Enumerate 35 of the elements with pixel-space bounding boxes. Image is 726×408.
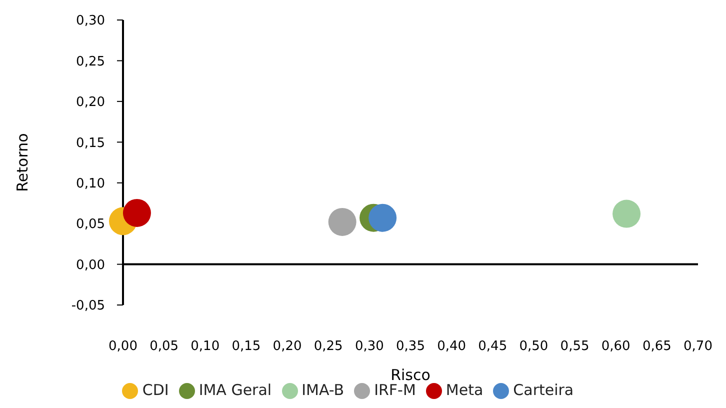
y-tick-label: 0,05 (76, 217, 105, 232)
x-axis-title: Risco (390, 366, 430, 384)
x-tick-label: 0,20 (272, 339, 302, 354)
legend-label: IMA Geral (198, 381, 272, 399)
y-tick-label: 0,15 (76, 136, 105, 151)
x-tick-label: 0,00 (108, 339, 138, 354)
x-tick-label: 0,25 (314, 339, 343, 354)
legend-label: IMA-B (302, 381, 344, 399)
legend-label: Meta (446, 381, 484, 399)
legend-label: Carteira (513, 381, 574, 399)
legend-label: IRF-M (374, 381, 416, 399)
x-tick-label: 0,60 (601, 339, 630, 354)
x-tick-label: 0,50 (519, 339, 548, 354)
x-tick-label: 0,15 (232, 339, 261, 354)
point (368, 204, 397, 232)
point (328, 208, 356, 236)
x-tick-label: 0,10 (190, 339, 220, 354)
x-tick-label: 0,40 (437, 339, 466, 354)
x-tick-label: 0,30 (354, 339, 384, 354)
y-tick-label: 0,00 (76, 258, 105, 273)
y-tick-label: 0,25 (76, 54, 105, 70)
y-tick-label: 0,10 (76, 176, 105, 192)
x-tick-label: 0,35 (396, 339, 425, 354)
point (612, 200, 641, 228)
x-tick-label: 0,05 (150, 339, 179, 354)
x-tick-label: 0,45 (478, 339, 508, 354)
y-tick-label: 0,30 (76, 14, 105, 29)
legend-label: CDI (142, 381, 169, 399)
y-tick-label: -0,05 (71, 298, 105, 314)
point (122, 198, 151, 227)
y-tick-label: 0,20 (76, 95, 105, 110)
y-axis-title: Retorno (13, 133, 32, 192)
x-tick-label: 0,70 (684, 339, 712, 354)
x-tick-label: 0,65 (642, 339, 672, 354)
x-tick-label: 0,55 (560, 339, 590, 354)
